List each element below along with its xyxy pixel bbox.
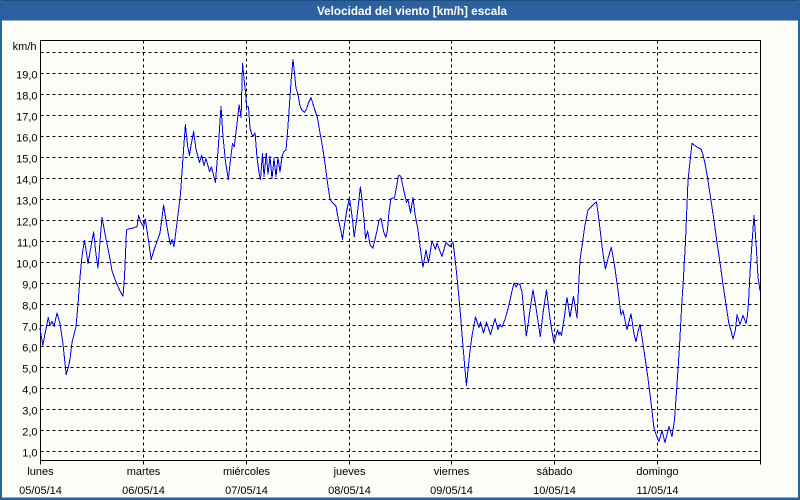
svg-text:Velocidad del viento [km/h] es: Velocidad del viento [km/h] escala: [317, 4, 507, 18]
svg-text:05/05/14: 05/05/14: [19, 485, 62, 497]
svg-text:07/05/14: 07/05/14: [225, 485, 268, 497]
svg-text:lunes: lunes: [27, 466, 54, 478]
svg-text:5,0: 5,0: [22, 364, 37, 376]
svg-text:13,0: 13,0: [16, 196, 37, 208]
svg-text:11/05/14: 11/05/14: [636, 485, 678, 497]
svg-text:15,0: 15,0: [16, 154, 37, 166]
svg-text:11,0: 11,0: [17, 238, 38, 250]
svg-text:10,0: 10,0: [16, 259, 37, 271]
svg-text:09/05/14: 09/05/14: [430, 485, 473, 497]
svg-text:6,0: 6,0: [22, 343, 37, 355]
svg-text:km/h: km/h: [13, 41, 37, 53]
svg-text:12,0: 12,0: [16, 217, 37, 229]
svg-text:19,0: 19,0: [16, 70, 37, 82]
svg-text:4,0: 4,0: [22, 385, 37, 397]
svg-text:08/05/14: 08/05/14: [328, 485, 371, 497]
svg-text:martes: martes: [127, 466, 161, 478]
svg-text:14,0: 14,0: [16, 175, 37, 187]
svg-text:17,0: 17,0: [16, 112, 37, 124]
svg-text:domingo: domingo: [636, 466, 678, 478]
svg-text:06/05/14: 06/05/14: [122, 485, 165, 497]
svg-text:miércoles: miércoles: [223, 466, 271, 478]
svg-text:sábado: sábado: [536, 466, 572, 478]
svg-text:3,0: 3,0: [22, 406, 37, 418]
svg-text:viernes: viernes: [434, 466, 470, 478]
svg-text:16,0: 16,0: [16, 133, 37, 145]
svg-text:jueves: jueves: [333, 466, 366, 478]
svg-text:10/05/14: 10/05/14: [533, 485, 576, 497]
svg-text:2,0: 2,0: [22, 427, 37, 439]
svg-text:1,0: 1,0: [22, 448, 37, 460]
svg-text:7,0: 7,0: [22, 322, 37, 334]
svg-text:18,0: 18,0: [16, 91, 37, 103]
svg-text:9,0: 9,0: [22, 280, 37, 292]
svg-text:8,0: 8,0: [22, 301, 37, 313]
